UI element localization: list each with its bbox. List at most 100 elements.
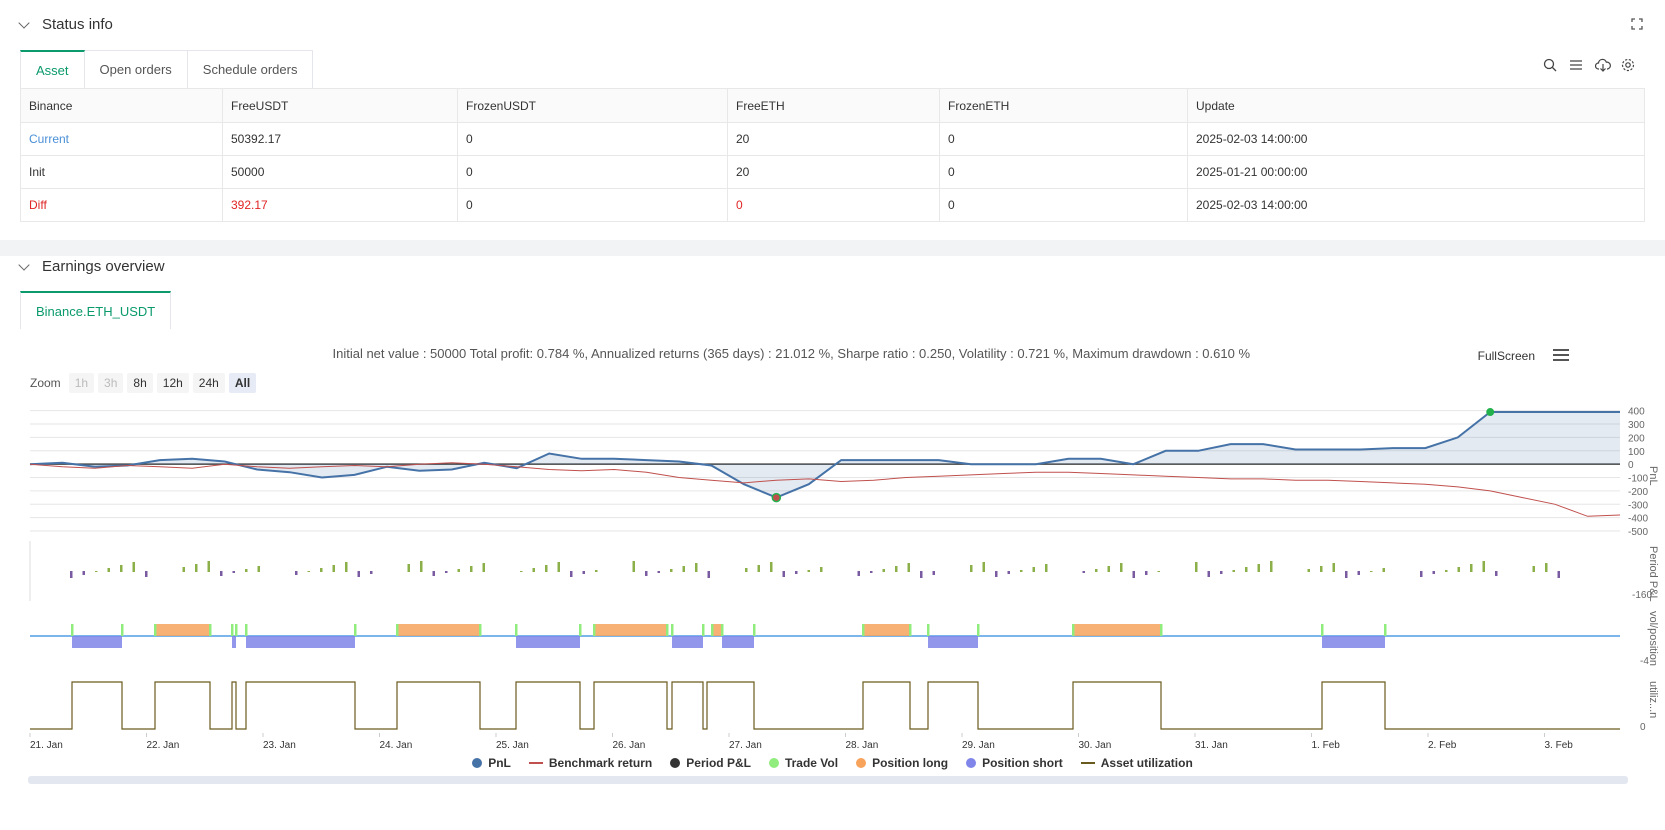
tab-schedule-orders[interactable]: Schedule orders [187, 50, 314, 88]
cell: 2025-01-21 00:00:00 [1187, 155, 1645, 189]
position-long-bar [155, 624, 210, 636]
cell: 0 [457, 122, 728, 156]
period-min-label: -160 [1632, 590, 1652, 601]
zoom-8h[interactable]: 8h [127, 373, 153, 393]
cell: 50000 [222, 155, 458, 189]
pnl-axis-label: -500 [1628, 527, 1648, 538]
period-pnl-bar [1320, 566, 1323, 572]
row-label-current[interactable]: Current [20, 122, 223, 156]
earnings-header[interactable]: Earnings overview [18, 258, 165, 275]
util-min-label: 0 [1640, 722, 1646, 733]
legend-position-short[interactable]: Position short [966, 756, 1063, 770]
table-header-row: Binance FreeUSDT FrozenUSDT FreeETH Froz… [20, 88, 1645, 123]
zoom-all[interactable]: All [228, 373, 257, 393]
period-pnl-bar [670, 569, 673, 572]
status-tabs: Asset Open orders Schedule orders [20, 50, 314, 88]
summary-text: Initial net value : 50000 Total profit: … [332, 346, 1250, 361]
legend-position-long[interactable]: Position long [856, 756, 948, 770]
expand-icon[interactable] [1631, 18, 1643, 33]
trade-vol-bar [515, 624, 518, 636]
legend-trade-vol[interactable]: Trade Vol [768, 756, 838, 770]
period-pnl-bar [370, 571, 373, 574]
search-icon[interactable] [1543, 58, 1557, 72]
fullscreen-button[interactable]: FullScreen [1477, 349, 1535, 363]
pnl-axis-label: 300 [1628, 420, 1645, 431]
list-icon[interactable] [1569, 58, 1583, 72]
x-axis-label: 22. Jan [147, 740, 180, 751]
tab-eth-usdt[interactable]: Binance.ETH_USDT [20, 291, 172, 329]
period-pnl-bar [1220, 571, 1223, 574]
period-pnl-bar [132, 562, 135, 572]
cell: 0 [939, 188, 1188, 222]
period-pnl-bar [745, 568, 748, 572]
trade-vol-bar [593, 624, 596, 636]
zoom-1h[interactable]: 1h [68, 373, 95, 393]
status-info-header[interactable]: Status info [18, 16, 113, 33]
period-pnl-bar [820, 567, 823, 572]
period-pnl-bar [1132, 571, 1135, 578]
gear-icon[interactable] [1621, 58, 1635, 72]
period-pnl-bar [1045, 564, 1048, 572]
legend-period-pnl[interactable]: Period P&L [670, 756, 751, 770]
period-pnl-bar [1207, 571, 1210, 577]
asset-table: Binance FreeUSDT FrozenUSDT FreeETH Froz… [20, 88, 1645, 222]
period-pnl-bar [95, 571, 98, 572]
col-freeeth: FreeETH [727, 88, 940, 123]
x-axis-label: 23. Jan [263, 740, 296, 751]
cloud-download-icon[interactable] [1594, 58, 1611, 72]
position-short-bar [246, 636, 355, 648]
zoom-3h[interactable]: 3h [98, 373, 124, 393]
max-marker [1486, 408, 1495, 417]
period-pnl-bar [1470, 564, 1473, 572]
period-pnl-bar [932, 571, 935, 575]
period-pnl-bar [807, 570, 810, 572]
legend-asset-utilization[interactable]: Asset utilization [1080, 756, 1193, 770]
cell: 0 [457, 188, 728, 222]
col-binance: Binance [20, 88, 223, 123]
period-pnl-bar [970, 565, 973, 572]
period-pnl-bar [257, 566, 260, 572]
row-label-init: Init [20, 155, 223, 189]
status-info-title: Status info [42, 16, 113, 33]
period-pnl-bar [1157, 571, 1160, 572]
tab-asset[interactable]: Asset [20, 50, 85, 88]
trade-vol-bar [1321, 624, 1324, 636]
period-pnl-bar [320, 568, 323, 572]
chevron-down-icon[interactable] [18, 258, 30, 271]
zoom-24h[interactable]: 24h [192, 373, 225, 393]
period-pnl-bar [1120, 563, 1123, 572]
trade-vol-bar [354, 624, 357, 636]
zoom-12h[interactable]: 12h [156, 373, 189, 393]
period-pnl-bar [757, 565, 760, 572]
x-axis-label: 28. Jan [846, 740, 879, 751]
legend-pnl[interactable]: PnL [472, 756, 511, 770]
period-pnl-bar [120, 565, 123, 572]
chevron-down-icon[interactable] [18, 16, 30, 29]
chart-scrollbar[interactable] [28, 776, 1628, 784]
period-pnl-bar [220, 571, 223, 576]
period-pnl-bar [907, 563, 910, 572]
trade-vol-bar [1072, 624, 1075, 636]
tab-open-orders[interactable]: Open orders [84, 50, 188, 88]
x-axis-label: 3. Feb [1545, 740, 1574, 751]
period-pnl-bar [707, 571, 710, 578]
x-axis-label: 26. Jan [613, 740, 646, 751]
trade-vol-bar [753, 624, 756, 636]
period-pnl-bar [1345, 571, 1348, 578]
cell: 0 [939, 122, 1188, 156]
menu-icon[interactable] [1553, 349, 1569, 364]
period-pnl-bar [1532, 566, 1535, 572]
period-pnl-bar [1245, 567, 1248, 572]
period-pnl-bar [1482, 561, 1485, 572]
period-pnl-bar [570, 571, 573, 577]
period-pnl-bar [1007, 571, 1010, 574]
trade-vol-bar [396, 624, 399, 636]
period-pnl-bar [1270, 561, 1273, 572]
period-pnl-bar [1382, 568, 1385, 572]
cell: 0 [457, 155, 728, 189]
trade-vol-bar [231, 624, 234, 636]
status-info-panel: Status info Asset Open orders Schedule o… [0, 0, 1665, 240]
cell: 0 [939, 155, 1188, 189]
trade-vol-bar [479, 624, 482, 636]
legend-benchmark[interactable]: Benchmark return [528, 756, 652, 770]
